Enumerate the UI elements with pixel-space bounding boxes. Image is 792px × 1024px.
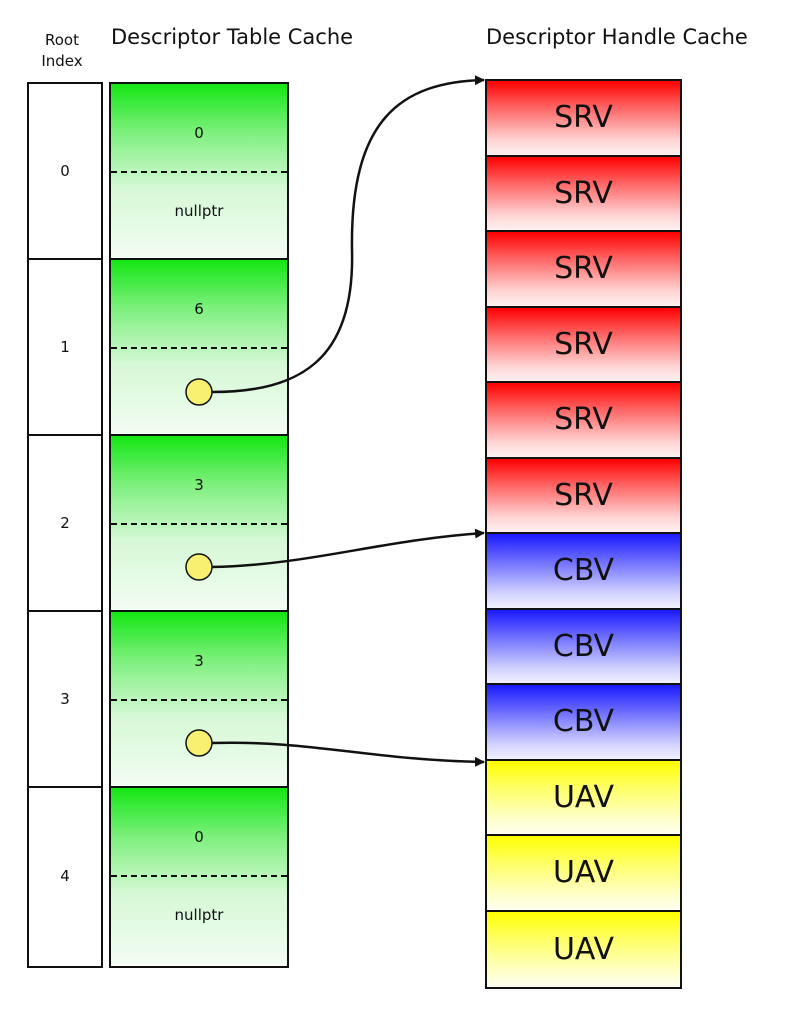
entry-divider [111, 699, 287, 701]
descriptor-table-cache-header: Descriptor Table Cache [111, 25, 354, 49]
descriptor-table-entry: 3 [111, 612, 287, 788]
root-index-column: 0 1 2 3 4 [27, 82, 103, 968]
handle-slot-srv: SRV [487, 458, 680, 534]
entry-divider [111, 347, 287, 349]
descriptor-table-cache-column: 0 nullptr 6 3 3 0 nullptr [109, 82, 289, 968]
descriptor-table-entry: 3 [111, 436, 287, 612]
handle-slot-srv: SRV [487, 156, 680, 232]
descriptor-handle-cache-column: SRV SRV SRV SRV SRV SRV CBV CBV CBV UAV … [485, 79, 682, 989]
handle-slot-srv: SRV [487, 232, 680, 308]
root-index-header: Root Index [32, 30, 92, 72]
descriptor-pointer-label: nullptr [174, 906, 224, 924]
descriptor-table-entry: 0 nullptr [111, 84, 287, 260]
handle-slot-cbv: CBV [487, 534, 680, 610]
descriptor-count: 0 [194, 828, 204, 846]
descriptor-table-entry: 6 [111, 260, 287, 436]
handle-slot-uav: UAV [487, 760, 680, 836]
entry-divider [111, 875, 287, 877]
handle-slot-uav: UAV [487, 911, 680, 987]
root-index-cell: 2 [29, 436, 101, 612]
descriptor-count: 6 [194, 300, 204, 318]
descriptor-handle-cache-header: Descriptor Handle Cache [486, 25, 748, 49]
entry-divider [111, 171, 287, 173]
descriptor-count: 3 [194, 476, 204, 494]
descriptor-count: 0 [194, 124, 204, 142]
descriptor-count: 3 [194, 652, 204, 670]
handle-slot-cbv: CBV [487, 609, 680, 685]
handle-slot-srv: SRV [487, 383, 680, 459]
root-index-cell: 0 [29, 84, 101, 260]
root-index-cell: 1 [29, 260, 101, 436]
descriptor-table-entry: 0 nullptr [111, 788, 287, 964]
handle-slot-uav: UAV [487, 836, 680, 912]
handle-slot-cbv: CBV [487, 685, 680, 761]
root-index-header-line1: Root [45, 31, 79, 49]
root-index-cell: 4 [60, 867, 70, 885]
handle-slot-srv: SRV [487, 81, 680, 157]
root-index-header-line2: Index [41, 52, 83, 70]
entry-divider [111, 523, 287, 525]
descriptor-pointer-label: nullptr [174, 202, 224, 220]
handle-slot-srv: SRV [487, 307, 680, 383]
root-index-cell: 3 [29, 612, 101, 788]
